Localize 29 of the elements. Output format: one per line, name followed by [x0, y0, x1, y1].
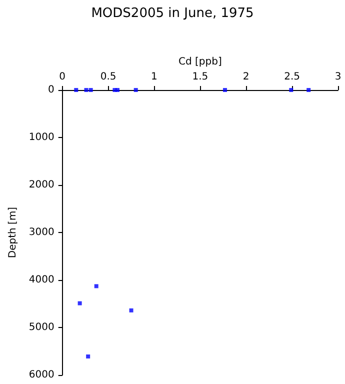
- point: [74, 88, 78, 92]
- point: [129, 308, 134, 312]
- point: [86, 354, 90, 358]
- point: [115, 88, 120, 92]
- y-tick-label: 0: [48, 84, 54, 96]
- point: [134, 88, 138, 92]
- chart-title: MODS2005 in June, 1975: [91, 6, 254, 21]
- y-tick-label: 4000: [28, 274, 54, 286]
- point: [306, 88, 311, 92]
- point: [222, 88, 227, 92]
- point: [289, 88, 294, 92]
- point: [94, 284, 98, 288]
- x-tick-label: 2: [242, 72, 250, 82]
- y-tick-label: 5000: [28, 322, 54, 333]
- point: [78, 301, 82, 306]
- point: [88, 88, 93, 92]
- y-axis-title: Depth [m]: [8, 206, 18, 258]
- x-tick-label: 3: [334, 72, 342, 82]
- y-tick-label: 3000: [28, 227, 54, 238]
- x-tick-label: 2.5: [284, 72, 300, 82]
- x-tick-label: 1: [151, 72, 158, 82]
- y-tick-label: 6000: [28, 370, 54, 380]
- x-tick-label: 0: [59, 72, 66, 82]
- y-tick-label: 2000: [28, 180, 54, 190]
- x-tick-label: 0.5: [100, 72, 116, 82]
- x-tick-label: 1.5: [192, 72, 208, 82]
- y-tick-label: 1000: [28, 132, 54, 143]
- point: [84, 88, 88, 92]
- x-axis-title: Cd [ppb]: [178, 56, 222, 68]
